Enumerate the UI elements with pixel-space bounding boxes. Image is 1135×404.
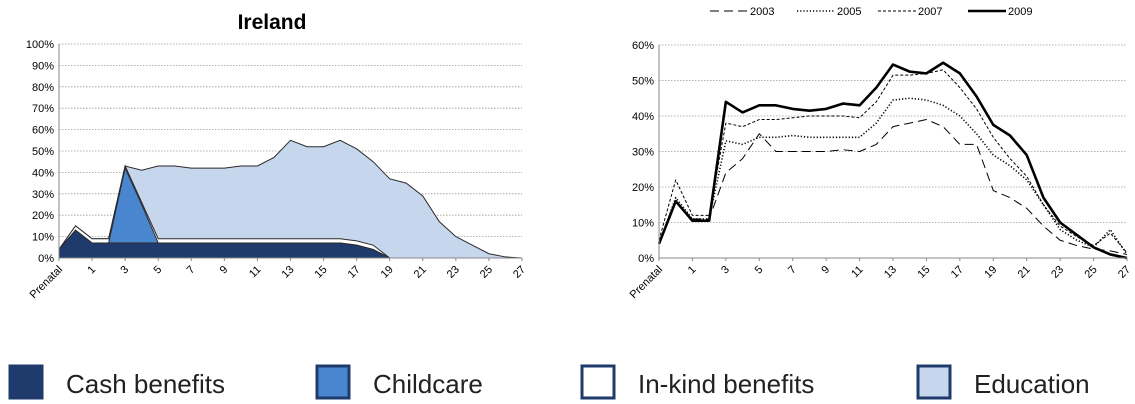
left-x-tick-label: 27 <box>511 264 528 281</box>
legend-label-cash-benefits: Cash benefits <box>66 369 225 399</box>
left-area-chart: Ireland 0% 10% 20% 30% 40% 50% 60% 70% 80% 90% 100… <box>26 11 528 301</box>
left-x-tick-label: Prenatal <box>28 264 65 301</box>
left-x-tick-label: 21 <box>412 264 429 281</box>
left-y-tick-label: 50% <box>32 146 54 158</box>
right-x-tick-label: 15 <box>915 264 932 281</box>
right-x-tick-label: 1 <box>686 264 699 277</box>
legend-swatch-childcare <box>315 364 351 400</box>
right-x-tick-label: 27 <box>1116 264 1133 281</box>
legend-label-in-kind-benefits: In-kind benefits <box>638 369 814 399</box>
legend-swatch-in-kind-benefits <box>580 364 616 400</box>
left-x-tick-label: 23 <box>445 264 462 281</box>
right-x-tick-label: 23 <box>1049 264 1066 281</box>
right-x-tick-label: 9 <box>819 264 832 277</box>
left-y-tick-label: 40% <box>32 167 54 179</box>
left-y-tick-label: 70% <box>32 103 54 115</box>
left-y-tick-label: 100% <box>26 39 54 51</box>
line-series-2003 <box>658 119 1128 255</box>
legend-label-childcare: Childcare <box>373 369 483 399</box>
legend-swatch-education <box>916 364 952 400</box>
left-y-tick-label: 20% <box>32 210 54 222</box>
legend-label-2009: 2009 <box>1008 6 1032 18</box>
left-y-tick-label: 60% <box>32 125 54 137</box>
left-y-tick-label: 30% <box>32 189 54 201</box>
right-series-legend: 2003 2005 2007 2009 <box>710 6 1032 18</box>
left-y-tick-label: 90% <box>32 60 54 72</box>
left-x-tick-label: 11 <box>247 264 264 281</box>
right-y-tick-label: 10% <box>632 218 654 230</box>
left-x-tick-label: 1 <box>85 264 98 277</box>
legend-label-2005: 2005 <box>837 6 861 18</box>
right-x-tick-label: 21 <box>1016 264 1033 281</box>
right-series-lines <box>657 61 1128 260</box>
right-gridlines <box>659 44 1127 223</box>
right-x-tick-label: 7 <box>786 264 799 277</box>
legend-label-education: Education <box>974 369 1090 399</box>
left-x-tick-label: 19 <box>379 264 396 281</box>
right-x-tick-label: 11 <box>849 264 866 281</box>
right-y-tick-label: 0% <box>638 253 654 265</box>
right-x-tick-label: 5 <box>753 264 766 277</box>
legend-swatch-cash-benefits <box>8 364 44 400</box>
left-stacked-areas <box>58 139 523 259</box>
left-x-tick-label: 5 <box>152 264 165 277</box>
line-series-2009 <box>657 61 1128 260</box>
left-y-tick-label: 10% <box>32 232 54 244</box>
line-series-2007 <box>658 69 1128 254</box>
left-y-tick-label: 80% <box>32 82 54 94</box>
left-x-tick-label: 13 <box>279 264 296 281</box>
right-x-tick-label: 25 <box>1083 264 1100 281</box>
right-y-tick-label: 50% <box>632 76 654 88</box>
right-x-tick-label: 3 <box>719 264 732 277</box>
left-x-tick-label: 25 <box>478 264 495 281</box>
left-x-tick-label: 7 <box>185 264 198 277</box>
right-y-tick-label: 60% <box>632 40 654 52</box>
left-y-tick-label: 0% <box>38 253 54 265</box>
left-x-tick-label: 9 <box>218 264 231 277</box>
right-line-chart: 2003 2005 2007 2009 0% 10% 20% 30% 40% 50% 60% Pre… <box>628 6 1133 301</box>
right-x-tick-label: 17 <box>949 264 966 281</box>
right-x-tick-label: 19 <box>982 264 999 281</box>
right-y-tick-label: 30% <box>632 147 654 159</box>
right-x-tick-label: Prenatal <box>628 264 665 301</box>
left-x-tick-label: 15 <box>313 264 330 281</box>
left-x-tick-label: 17 <box>346 264 363 281</box>
category-legend: Cash benefits Childcare In-kind benefits Ed… <box>8 364 1090 400</box>
left-x-tick-label: 3 <box>118 264 131 277</box>
right-axes: 0%10%20%30%40%50%60%Prenatal 1 3 5 7 9 11 13 15 1… <box>628 40 1133 301</box>
right-y-tick-label: 20% <box>632 182 654 194</box>
legend-label-2007: 2007 <box>918 6 942 18</box>
right-y-tick-label: 40% <box>632 111 654 123</box>
legend-label-2003: 2003 <box>750 6 774 18</box>
left-chart-title: Ireland <box>238 11 307 34</box>
left-axes: 0% 10% 20% 30% 40% 50% 60% 70% 80% 90% 100% Prenata… <box>26 39 528 301</box>
right-x-tick-label: 13 <box>882 264 899 281</box>
line-series-2005 <box>658 97 1128 255</box>
